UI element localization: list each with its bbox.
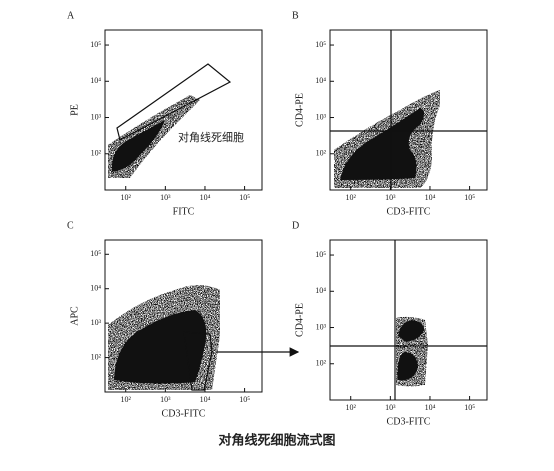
y-tick-label: 10⁵ — [315, 40, 326, 49]
panel-label: C — [67, 220, 74, 231]
y-axis-label: CD4-PE — [294, 93, 305, 127]
clouds — [108, 90, 440, 390]
panel-label: D — [292, 220, 299, 231]
y-tick-label: 10⁵ — [90, 40, 101, 49]
x-tick-label: 10³ — [160, 193, 171, 202]
x-tick-label: 10⁴ — [200, 395, 211, 404]
y-axis-label: APC — [69, 306, 80, 326]
cell-cloud — [398, 320, 424, 342]
y-axis-label: CD4-PE — [294, 303, 305, 337]
y-tick-label: 10³ — [316, 112, 327, 121]
x-tick-label: 10⁵ — [239, 395, 250, 404]
x-tick-label: 10³ — [385, 193, 396, 202]
x-tick-label: 10⁴ — [425, 403, 436, 412]
y-tick-label: 10³ — [316, 322, 327, 331]
annotation: 对角线死细胞 — [178, 130, 244, 144]
x-tick-label: 10² — [346, 403, 357, 412]
cell-cloud — [111, 120, 165, 172]
y-tick-label: 10² — [316, 149, 327, 158]
cell-cloud — [397, 352, 418, 381]
y-tick-label: 10² — [316, 359, 327, 368]
x-tick-label: 10³ — [160, 395, 171, 404]
x-tick-label: 10⁴ — [200, 193, 211, 202]
y-tick-label: 10⁵ — [90, 249, 101, 258]
x-tick-label: 10² — [121, 395, 132, 404]
x-tick-label: 10² — [346, 193, 357, 202]
plot-frame — [104, 239, 263, 393]
x-tick-label: 10³ — [385, 403, 396, 412]
cd3-gate — [183, 331, 213, 391]
plot-frame — [329, 29, 488, 191]
y-tick-label: 10⁵ — [315, 250, 326, 259]
plot-frame — [329, 239, 488, 401]
x-axis-label: CD3-FITC — [387, 416, 431, 427]
panel-label: B — [292, 10, 299, 21]
y-tick-label: 10⁴ — [315, 76, 326, 85]
x-tick-label: 10² — [121, 193, 132, 202]
x-axis-label: CD3-FITC — [162, 408, 206, 419]
y-tick-label: 10² — [91, 352, 102, 361]
x-tick-label: 10⁵ — [239, 193, 250, 202]
y-tick-label: 10³ — [91, 112, 102, 121]
y-axis-label: PE — [69, 104, 80, 116]
x-tick-label: 10⁵ — [464, 193, 475, 202]
plot-frame — [104, 29, 263, 191]
y-tick-label: 10⁴ — [90, 76, 101, 85]
y-tick-label: 10⁴ — [90, 284, 101, 293]
caption: 对角线死细胞流式图 — [218, 433, 335, 449]
gates — [116, 30, 487, 400]
x-axis-label: FITC — [173, 206, 195, 217]
y-tick-label: 10² — [91, 149, 102, 158]
cell-cloud — [340, 108, 424, 180]
cell-cloud — [114, 310, 207, 384]
x-tick-label: 10⁵ — [464, 403, 475, 412]
panel-label: A — [67, 10, 75, 21]
x-tick-label: 10⁴ — [425, 193, 436, 202]
x-axis-label: CD3-FITC — [387, 206, 431, 217]
y-tick-label: 10³ — [91, 318, 102, 327]
y-tick-label: 10⁴ — [315, 286, 326, 295]
diagonal-gate — [116, 63, 232, 141]
